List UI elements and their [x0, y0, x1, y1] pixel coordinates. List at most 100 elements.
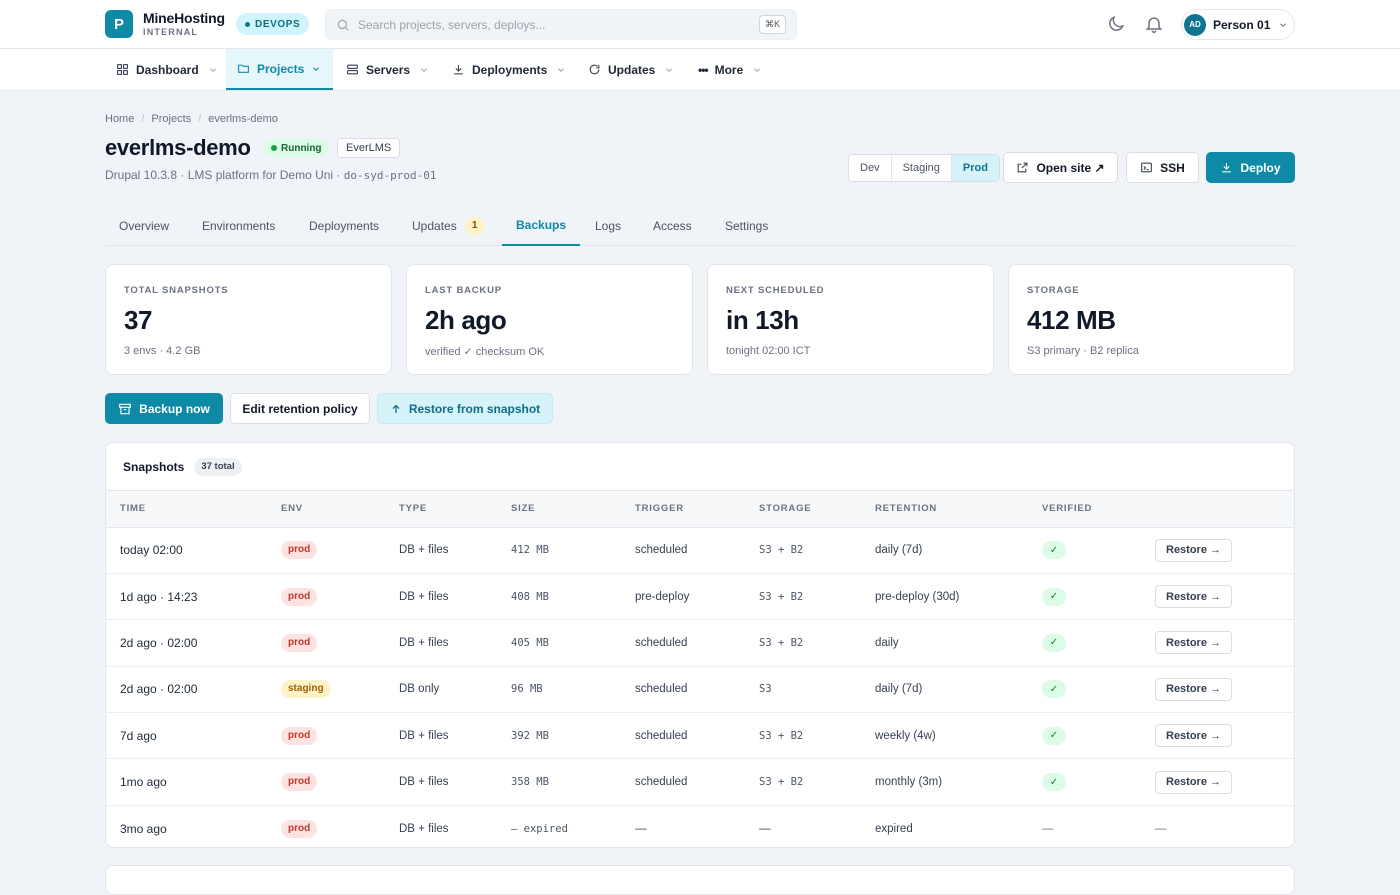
check-icon: ✓ [1042, 541, 1066, 559]
stat-card-last-backup: LAST BACKUP 2h ago verified ✓ checksum O… [406, 264, 693, 375]
tab-settings[interactable]: Settings [711, 205, 782, 246]
search-input[interactable]: Search projects, servers, deploys... [358, 18, 545, 32]
breadcrumb-home[interactable]: Home [105, 113, 134, 125]
backup-now-label: Backup now [139, 402, 210, 416]
nav-projects[interactable]: Projects [226, 49, 333, 90]
column-header[interactable]: STORAGE [745, 491, 861, 527]
cell-type: DB only [385, 666, 497, 712]
chevron-down-icon [752, 65, 762, 75]
env-badge: prod [281, 634, 317, 652]
restore-button[interactable]: Restore → [1155, 631, 1232, 654]
table-row: 1mo ago prod DB + files 358 MB scheduled… [106, 759, 1294, 805]
stat-label: LAST BACKUP [425, 285, 674, 296]
moon-icon[interactable] [1106, 14, 1126, 34]
env-option-prod[interactable]: Prod [952, 155, 999, 181]
breadcrumb: Home / Projects / everlms-demo [105, 113, 278, 125]
terminal-icon [1140, 161, 1153, 174]
tab-access[interactable]: Access [639, 205, 706, 246]
cell-action: Restore → [1141, 620, 1294, 666]
brand-name: MineHosting [143, 11, 225, 26]
deploy-button[interactable]: Deploy [1206, 152, 1295, 183]
tab-logs[interactable]: Logs [581, 205, 635, 246]
main-nav: Dashboard Projects Servers Deployments U… [0, 49, 1400, 91]
open-site-button[interactable]: Open site ↗ [1003, 152, 1118, 183]
cell-retention: monthly (3m) [861, 759, 1028, 805]
restore-from-snapshot-button[interactable]: Restore from snapshot [377, 393, 553, 424]
table-row: 1d ago · 14:23 prod DB + files 408 MB pr… [106, 573, 1294, 619]
nav-label: More [715, 63, 744, 77]
restore-button[interactable]: Restore → [1155, 724, 1232, 747]
brand: MineHosting INTERNAL [143, 11, 225, 38]
cell-env: prod [267, 573, 385, 619]
app-tag: EverLMS [337, 138, 400, 158]
cell-trigger: pre-deploy [621, 573, 745, 619]
column-header[interactable]: ENV [267, 491, 385, 527]
cell-trigger: scheduled [621, 620, 745, 666]
nav-more[interactable]: ••• More [687, 49, 773, 90]
top-bar: P MineHosting INTERNAL DEVOPS Search pro… [0, 0, 1400, 49]
cell-verified: ✓ [1028, 573, 1141, 619]
cell-verified: ✓ [1028, 666, 1141, 712]
cell-action: Restore → [1141, 527, 1294, 573]
cell-action: Restore → [1141, 713, 1294, 759]
cell-env: prod [267, 759, 385, 805]
app-logo[interactable]: P [105, 10, 133, 38]
env-badge: staging [281, 680, 331, 698]
nav-label: Updates [608, 63, 655, 77]
global-search[interactable]: Search projects, servers, deploys... ⌘K [325, 9, 797, 40]
ssh-button[interactable]: SSH [1126, 152, 1199, 183]
nav-deployments[interactable]: Deployments [441, 49, 577, 90]
cell-verified: ✓ [1028, 620, 1141, 666]
nav-updates[interactable]: Updates [577, 49, 685, 90]
backup-now-button[interactable]: Backup now [105, 393, 223, 424]
table-row: today 02:00 prod DB + files 412 MB sched… [106, 527, 1294, 573]
snapshots-count-badge: 37 total [194, 458, 241, 476]
cell-time: 3mo ago [106, 805, 267, 848]
stat-value: 2h ago [425, 305, 674, 336]
cell-size: 405 MB [497, 620, 621, 666]
cell-storage: S3 + B2 [745, 527, 861, 573]
tab-overview[interactable]: Overview [105, 205, 183, 246]
column-header[interactable]: TIME [106, 491, 267, 527]
restore-button[interactable]: Restore → [1155, 678, 1232, 701]
env-option-staging[interactable]: Staging [892, 155, 952, 181]
tab-environments[interactable]: Environments [188, 205, 289, 246]
restore-button[interactable]: Restore → [1155, 771, 1232, 794]
restore-button[interactable]: Restore → [1155, 585, 1232, 608]
cell-size: — expired [497, 805, 621, 848]
nav-servers[interactable]: Servers [335, 49, 440, 90]
column-header[interactable]: RETENTION [861, 491, 1028, 527]
cell-env: staging [267, 666, 385, 712]
tab-updates[interactable]: Updates 1 [398, 205, 499, 246]
bell-icon[interactable] [1144, 14, 1164, 34]
user-menu[interactable]: AD Person 01 [1181, 9, 1295, 40]
breadcrumb-projects[interactable]: Projects [151, 113, 191, 125]
environment-pill: DEVOPS [236, 13, 309, 35]
folder-icon [237, 62, 250, 75]
stat-label: STORAGE [1027, 285, 1276, 296]
env-option-dev[interactable]: Dev [849, 155, 892, 181]
cell-verified: ✓ [1028, 713, 1141, 759]
user-name: Person 01 [1213, 18, 1270, 32]
tab-deployments[interactable]: Deployments [295, 205, 393, 246]
cell-storage: S3 [745, 666, 861, 712]
cell-time: today 02:00 [106, 527, 267, 573]
check-icon: ✓ [1042, 727, 1066, 745]
nav-dashboard[interactable]: Dashboard [105, 49, 229, 90]
chevron-down-icon [419, 65, 429, 75]
check-icon: ✓ [1042, 634, 1066, 652]
tab-backups[interactable]: Backups [502, 205, 580, 246]
environment-pill-label: DEVOPS [255, 19, 300, 30]
column-header[interactable]: TYPE [385, 491, 497, 527]
edit-retention-button[interactable]: Edit retention policy [230, 393, 370, 424]
dots-icon: ••• [698, 63, 708, 77]
column-header[interactable]: SIZE [497, 491, 621, 527]
external-link-icon [1016, 161, 1029, 174]
chevron-down-icon [208, 65, 218, 75]
column-header[interactable]: VERIFIED [1028, 491, 1141, 527]
arrow-up-icon [390, 403, 402, 415]
env-badge: prod [281, 820, 317, 838]
column-header[interactable]: TRIGGER [621, 491, 745, 527]
cell-storage: S3 + B2 [745, 620, 861, 666]
restore-button[interactable]: Restore → [1155, 539, 1232, 562]
